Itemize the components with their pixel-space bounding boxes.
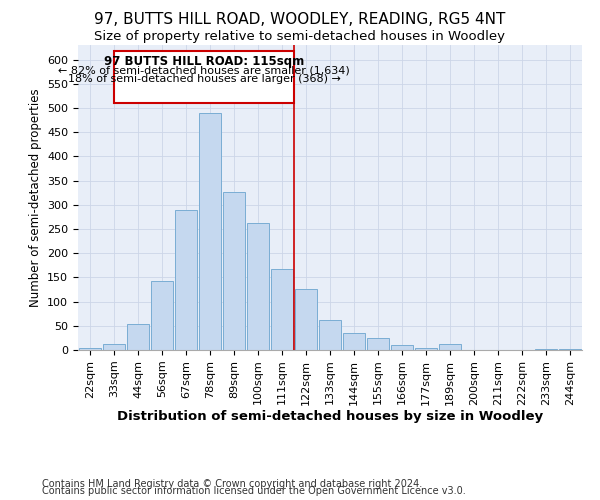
Bar bbox=[79, 348, 101, 350]
Text: 97 BUTTS HILL ROAD: 115sqm: 97 BUTTS HILL ROAD: 115sqm bbox=[104, 54, 304, 68]
Bar bbox=[223, 192, 245, 350]
Bar bbox=[415, 348, 437, 350]
Y-axis label: Number of semi-detached properties: Number of semi-detached properties bbox=[29, 88, 41, 307]
Bar bbox=[151, 281, 173, 350]
Bar bbox=[271, 269, 293, 350]
Bar bbox=[319, 320, 341, 350]
Bar bbox=[247, 223, 269, 350]
Text: Contains public sector information licensed under the Open Government Licence v3: Contains public sector information licen… bbox=[42, 486, 466, 496]
Bar bbox=[175, 210, 197, 350]
Bar bbox=[367, 338, 389, 350]
Bar bbox=[559, 349, 581, 350]
FancyBboxPatch shape bbox=[114, 51, 294, 103]
Bar bbox=[439, 344, 461, 350]
Bar bbox=[295, 288, 317, 350]
X-axis label: Distribution of semi-detached houses by size in Woodley: Distribution of semi-detached houses by … bbox=[117, 410, 543, 424]
Bar bbox=[343, 332, 365, 350]
Bar bbox=[535, 349, 557, 350]
Text: Size of property relative to semi-detached houses in Woodley: Size of property relative to semi-detach… bbox=[95, 30, 505, 43]
Bar bbox=[391, 345, 413, 350]
Text: ← 82% of semi-detached houses are smaller (1,634): ← 82% of semi-detached houses are smalle… bbox=[58, 66, 350, 76]
Text: Contains HM Land Registry data © Crown copyright and database right 2024.: Contains HM Land Registry data © Crown c… bbox=[42, 479, 422, 489]
Text: 97, BUTTS HILL ROAD, WOODLEY, READING, RG5 4NT: 97, BUTTS HILL ROAD, WOODLEY, READING, R… bbox=[94, 12, 506, 28]
Text: 18% of semi-detached houses are larger (368) →: 18% of semi-detached houses are larger (… bbox=[68, 74, 340, 84]
Bar bbox=[127, 324, 149, 350]
Bar bbox=[199, 113, 221, 350]
Bar bbox=[103, 344, 125, 350]
